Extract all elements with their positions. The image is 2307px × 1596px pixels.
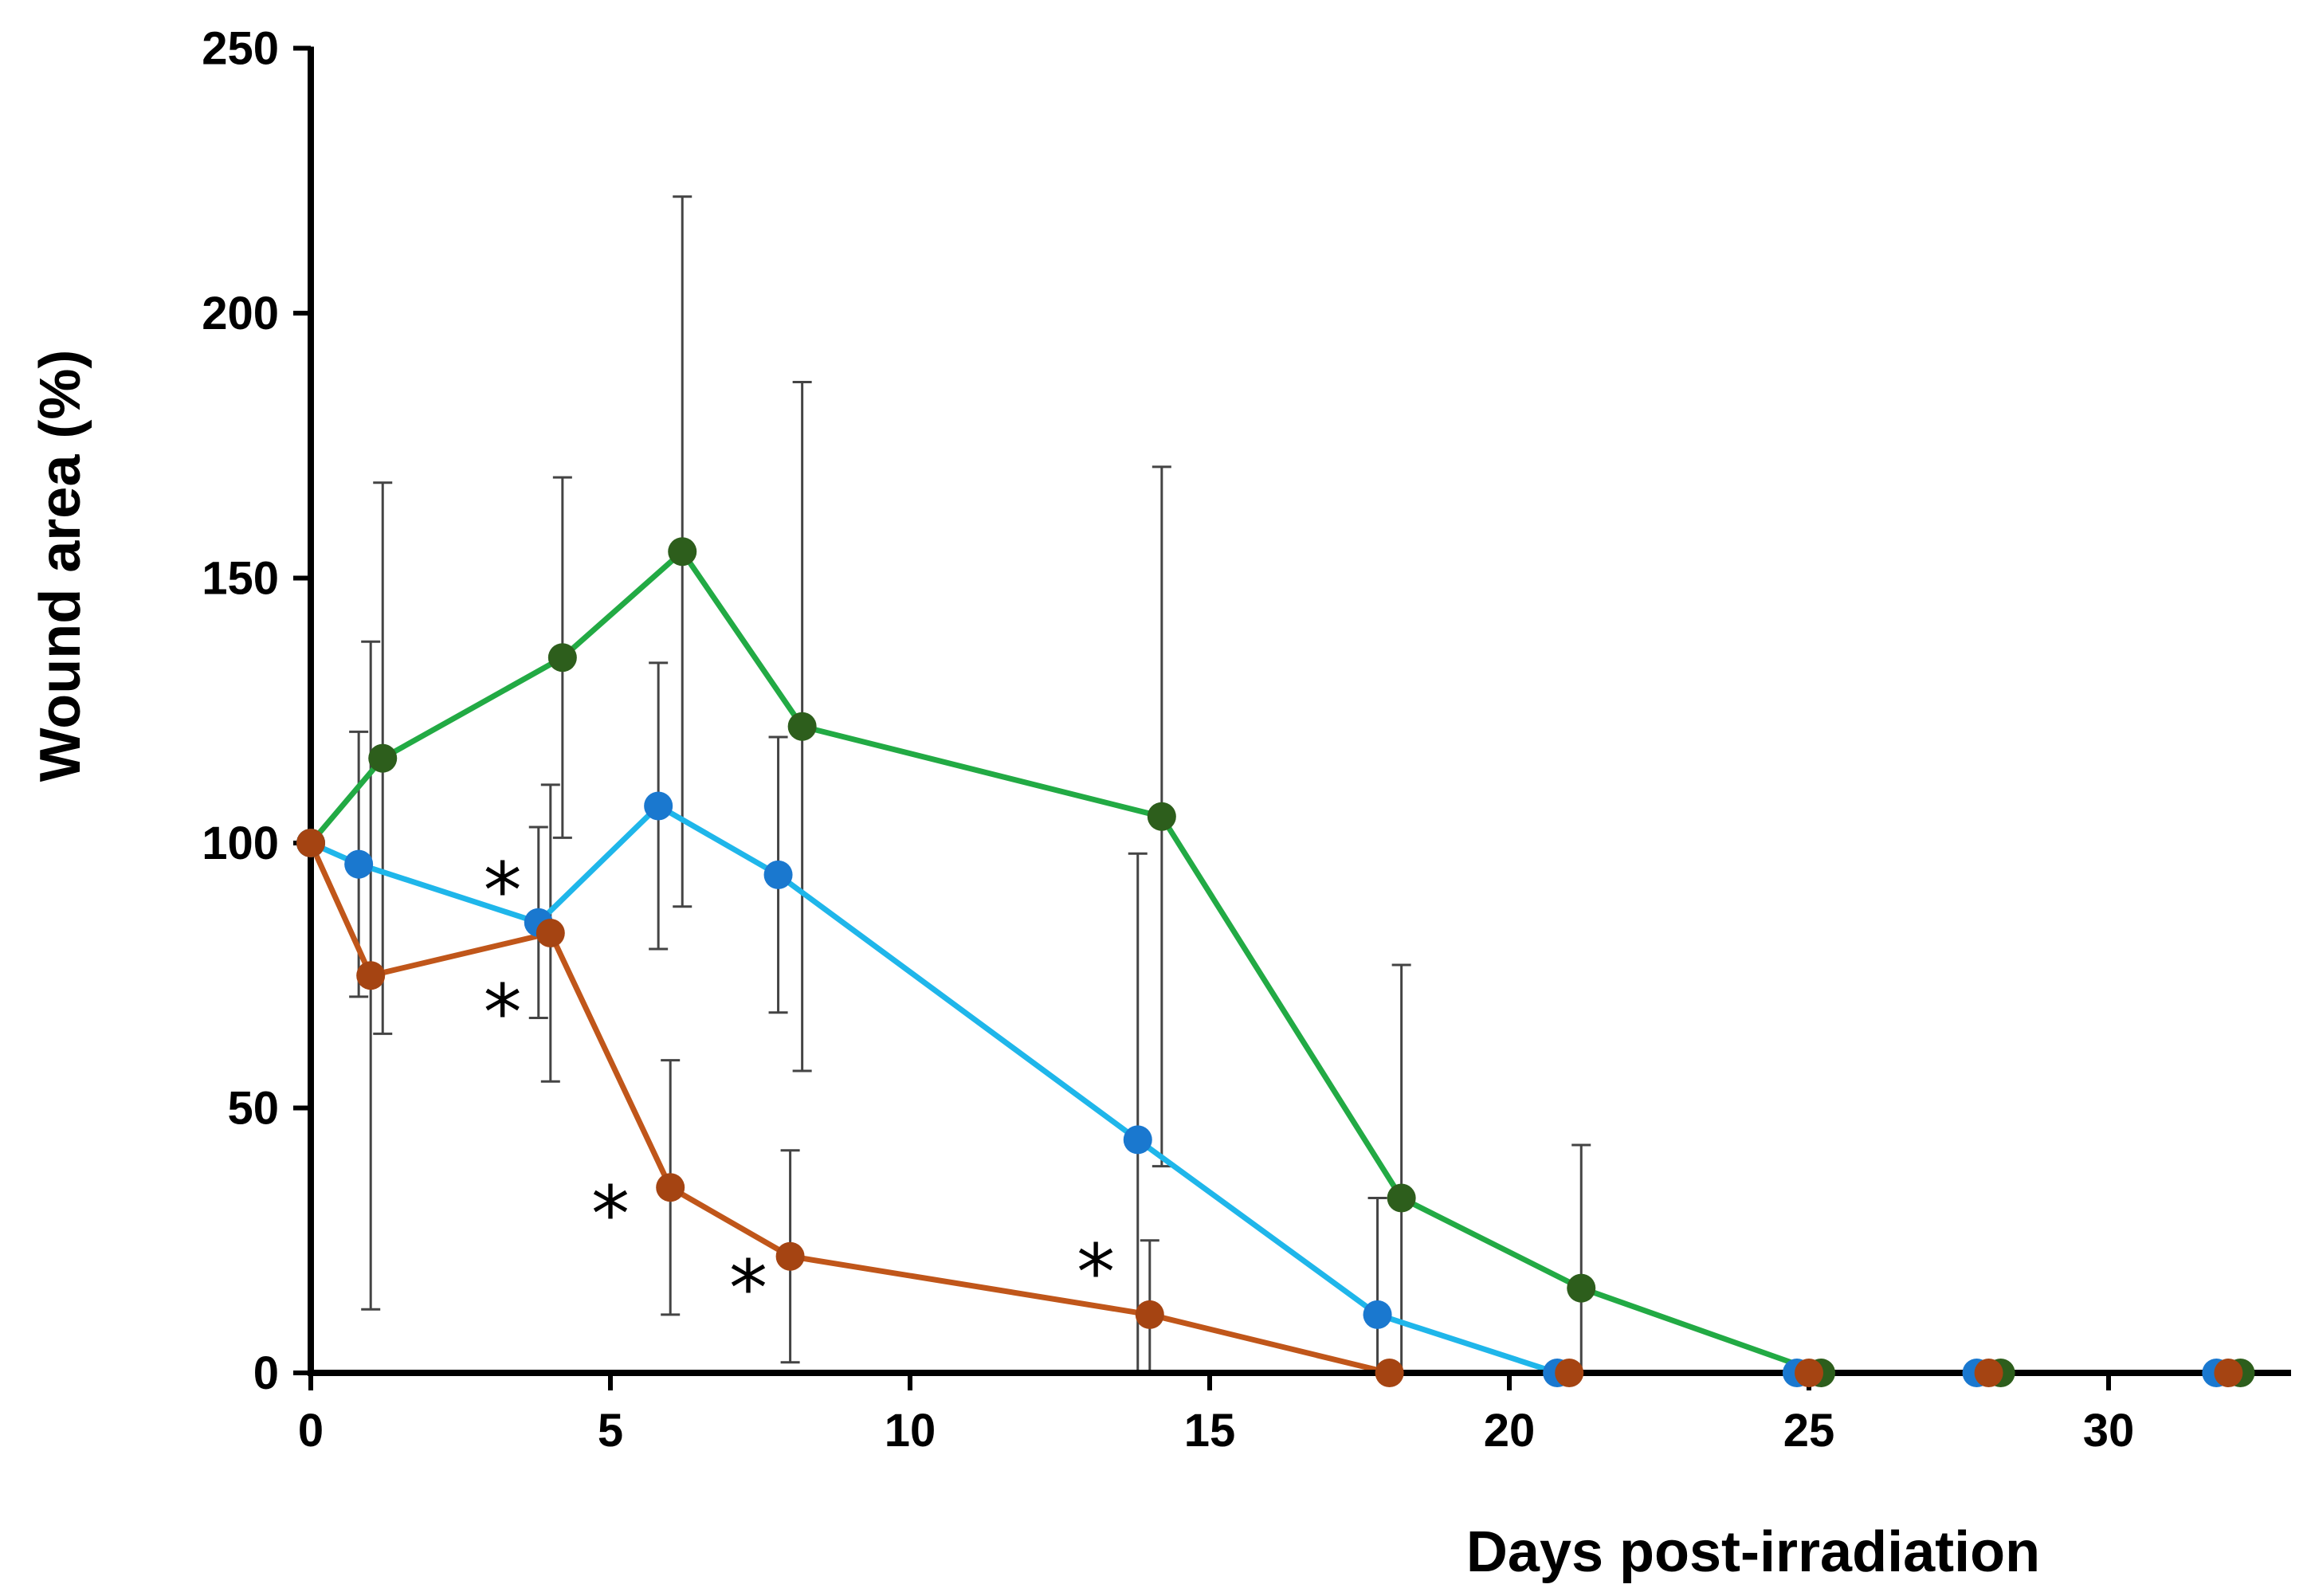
- significance-marker: *: [729, 1244, 767, 1333]
- data-point: [344, 849, 374, 879]
- x-tick-label: 20: [1484, 1405, 1536, 1457]
- series-line-3: [308, 841, 2229, 1376]
- data-point: [1147, 802, 1176, 831]
- y-tick-label: 50: [227, 1083, 279, 1135]
- data-point: [296, 829, 325, 857]
- data-point: [536, 919, 565, 948]
- x-tick-label: 15: [1184, 1405, 1236, 1457]
- series-line-2: [309, 802, 2217, 1376]
- data-point: [763, 860, 793, 889]
- significance-marker: *: [591, 1170, 630, 1259]
- annotations: * * * * *: [484, 846, 1115, 1333]
- data-point: [356, 961, 386, 990]
- x-tick-label: 0: [298, 1405, 324, 1457]
- significance-marker: *: [484, 846, 522, 935]
- significance-marker: *: [1077, 1228, 1115, 1317]
- data-point: [668, 537, 697, 567]
- y-tick-label: 100: [202, 818, 279, 869]
- data-point: [1555, 1359, 1584, 1387]
- tick-labels: 0 50 100 150 200 250 0 5 10 15 20 25 30: [202, 23, 2134, 1457]
- data-point: [1363, 1300, 1392, 1329]
- x-axis-title: Days post-irradiation: [1466, 1520, 2040, 1584]
- y-tick-label: 0: [253, 1347, 279, 1399]
- data-point: [1567, 1273, 1596, 1303]
- data-point: [2214, 1359, 2243, 1387]
- error-bar: [1367, 1197, 1387, 1374]
- y-tick-label: 250: [202, 23, 279, 75]
- y-axis-title: Wound area (%): [29, 350, 92, 782]
- data-point: [656, 1173, 685, 1202]
- y-tick-label: 150: [202, 553, 279, 605]
- data-point: [1375, 1359, 1404, 1387]
- data-point: [1135, 1300, 1164, 1329]
- data-point: [1974, 1359, 2003, 1387]
- x-tick-label: 25: [1783, 1405, 1835, 1457]
- error-bar: [1391, 963, 1411, 1374]
- data-point: [1795, 1359, 1823, 1387]
- data-point: [368, 743, 398, 773]
- data-markers: [296, 537, 2255, 1387]
- data-point: [1123, 1125, 1152, 1155]
- data-point: [1387, 1183, 1416, 1213]
- x-tick-label: 10: [885, 1405, 936, 1457]
- data-point: [787, 712, 817, 741]
- data-point: [644, 791, 673, 821]
- y-tick-label: 200: [202, 288, 279, 339]
- error-bar: [1128, 852, 1148, 1374]
- significance-marker: *: [484, 968, 522, 1057]
- x-tick-label: 5: [598, 1405, 623, 1457]
- data-point: [775, 1241, 805, 1271]
- data-point: [547, 643, 577, 673]
- error-bar: [1571, 1143, 1591, 1374]
- x-tick-label: 30: [2083, 1405, 2135, 1457]
